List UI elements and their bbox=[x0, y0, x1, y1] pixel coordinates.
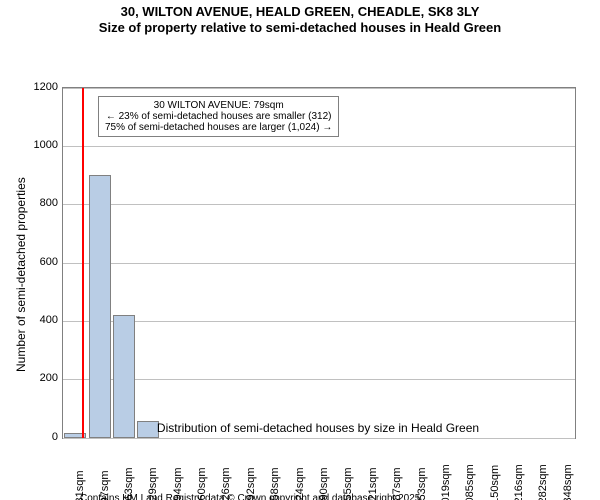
ytick-label: 200 bbox=[18, 372, 58, 384]
histogram-bar bbox=[113, 315, 135, 438]
xtick-label: 558sqm bbox=[269, 467, 281, 500]
xtick-label: 229sqm bbox=[147, 467, 159, 500]
gridline bbox=[63, 263, 575, 264]
title-line-2: Size of property relative to semi-detach… bbox=[99, 20, 501, 35]
xtick-label: 690sqm bbox=[318, 467, 330, 500]
xtick-label: 1282sqm bbox=[537, 464, 549, 500]
x-axis-label: Distribution of semi-detached houses by … bbox=[62, 421, 574, 435]
xtick-label: 31sqm bbox=[74, 470, 86, 500]
xtick-label: 821sqm bbox=[367, 467, 379, 500]
xtick-label: 426sqm bbox=[220, 467, 232, 500]
plot-area bbox=[62, 87, 576, 439]
xtick-label: 1348sqm bbox=[562, 464, 574, 500]
title-line-1: 30, WILTON AVENUE, HEALD GREEN, CHEADLE,… bbox=[121, 4, 480, 19]
xtick-label: 624sqm bbox=[294, 467, 306, 500]
xtick-label: 1019sqm bbox=[440, 464, 452, 500]
xtick-label: 755sqm bbox=[342, 467, 354, 500]
xtick-label: 887sqm bbox=[391, 467, 403, 500]
gridline bbox=[63, 379, 575, 380]
xtick-label: 294sqm bbox=[172, 467, 184, 500]
gridline bbox=[63, 146, 575, 147]
ytick-label: 1000 bbox=[18, 139, 58, 151]
histogram-bar bbox=[89, 175, 111, 438]
gridline bbox=[63, 204, 575, 205]
gridline bbox=[63, 88, 575, 89]
ytick-label: 1200 bbox=[18, 81, 58, 93]
gridline bbox=[63, 321, 575, 322]
xtick-label: 1085sqm bbox=[464, 464, 476, 500]
chart-title: 30, WILTON AVENUE, HEALD GREEN, CHEADLE,… bbox=[0, 0, 600, 37]
xtick-label: 1150sqm bbox=[489, 464, 501, 500]
annotation-line-3: 75% of semi-detached houses are larger (… bbox=[105, 122, 332, 133]
xtick-label: 163sqm bbox=[123, 467, 135, 500]
property-marker-line bbox=[82, 88, 84, 438]
xtick-label: 492sqm bbox=[245, 467, 257, 500]
ytick-label: 400 bbox=[18, 314, 58, 326]
xtick-label: 97sqm bbox=[99, 470, 111, 500]
xtick-label: 1216sqm bbox=[513, 464, 525, 500]
ytick-label: 600 bbox=[18, 256, 58, 268]
annotation-box: 30 WILTON AVENUE: 79sqm ← 23% of semi-de… bbox=[98, 96, 339, 137]
annotation-line-2: ← 23% of semi-detached houses are smalle… bbox=[106, 111, 332, 122]
ytick-label: 800 bbox=[18, 197, 58, 209]
annotation-line-1: 30 WILTON AVENUE: 79sqm bbox=[154, 100, 284, 111]
ytick-label: 0 bbox=[18, 431, 58, 443]
xtick-label: 360sqm bbox=[196, 467, 208, 500]
xtick-label: 953sqm bbox=[416, 467, 428, 500]
chart-area: Number of semi-detached properties Distr… bbox=[0, 37, 600, 489]
gridline bbox=[63, 438, 575, 439]
